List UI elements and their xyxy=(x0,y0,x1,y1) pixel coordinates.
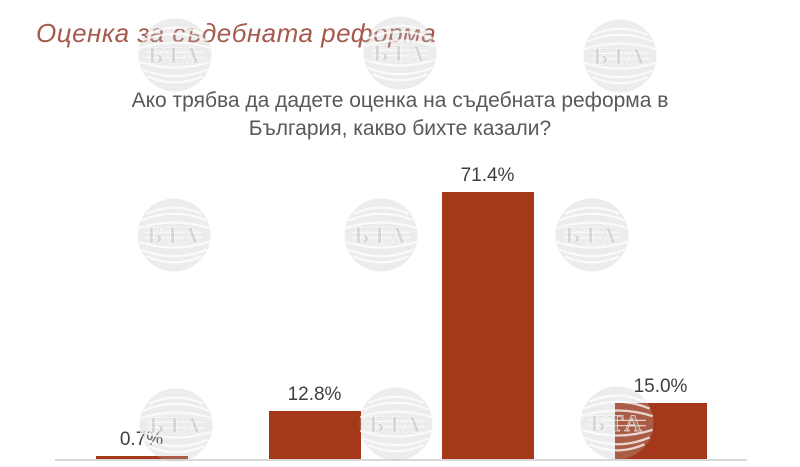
svg-text:БТА: БТА xyxy=(593,44,647,70)
bta-watermark-logo: БТА xyxy=(582,18,658,94)
bar-value-label: 71.4% xyxy=(460,165,515,186)
bar-slot: 71.4% xyxy=(401,150,574,459)
page-title: Оценка за съдебната реформа xyxy=(36,18,437,48)
bar-slot: 12.8% xyxy=(228,150,401,459)
chart-title-line-1: Ако трябва да дадете оценка на съдебната… xyxy=(131,89,669,112)
bar xyxy=(441,192,534,459)
bar-value-label: 15.0% xyxy=(633,375,688,397)
chart-title: Ако трябва да дадете оценка на съдебната… xyxy=(40,87,760,143)
bar xyxy=(268,411,361,459)
bar xyxy=(95,456,188,459)
bar xyxy=(614,402,707,459)
bar-value-label: 0.7% xyxy=(119,429,164,451)
bar-slot: 0.7% xyxy=(55,150,228,459)
bar-slot: 15.0% xyxy=(574,150,747,459)
bar-chart: 0.7% 12.8% 71.4% 15.0% xyxy=(55,150,747,461)
bar-value-label: 12.8% xyxy=(287,384,342,406)
chart-title-line-2: България, какво бихте казали? xyxy=(248,117,552,140)
